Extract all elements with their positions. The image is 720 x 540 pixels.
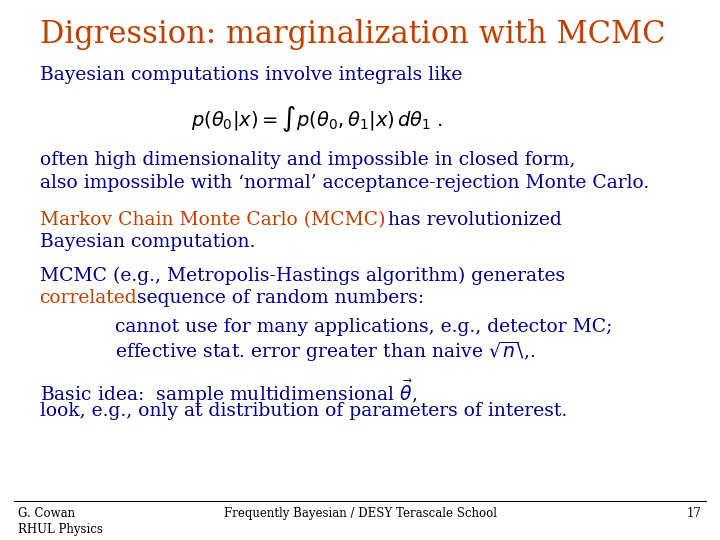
Text: often high dimensionality and impossible in closed form,: often high dimensionality and impossible… xyxy=(40,151,575,169)
Text: 17: 17 xyxy=(687,507,702,519)
Text: Frequently Bayesian / DESY Terascale School: Frequently Bayesian / DESY Terascale Sch… xyxy=(223,507,497,519)
Text: correlated: correlated xyxy=(40,289,138,307)
Text: G. Cowan
RHUL Physics: G. Cowan RHUL Physics xyxy=(18,507,103,536)
Text: Markov Chain Monte Carlo (MCMC): Markov Chain Monte Carlo (MCMC) xyxy=(40,211,385,228)
Text: effective stat. error greater than naive $\sqrt{n}$\,.: effective stat. error greater than naive… xyxy=(115,340,536,364)
Text: $p(\theta_0|x) = \int p(\theta_0, \theta_1|x)\, d\theta_1\;.$: $p(\theta_0|x) = \int p(\theta_0, \theta… xyxy=(191,104,443,133)
Text: also impossible with ‘normal’ acceptance-rejection Monte Carlo.: also impossible with ‘normal’ acceptance… xyxy=(40,174,649,192)
Text: cannot use for many applications, e.g., detector MC;: cannot use for many applications, e.g., … xyxy=(115,318,613,335)
Text: Bayesian computations involve integrals like: Bayesian computations involve integrals … xyxy=(40,66,462,84)
Text: Bayesian computation.: Bayesian computation. xyxy=(40,233,255,251)
Text: Basic idea:  sample multidimensional $\vec{\theta}$,: Basic idea: sample multidimensional $\ve… xyxy=(40,378,417,407)
Text: MCMC (e.g., Metropolis-Hastings algorithm) generates: MCMC (e.g., Metropolis-Hastings algorith… xyxy=(40,267,564,285)
Text: look, e.g., only at distribution of parameters of interest.: look, e.g., only at distribution of para… xyxy=(40,402,567,420)
Text: Digression: marginalization with MCMC: Digression: marginalization with MCMC xyxy=(40,19,665,50)
Text: sequence of random numbers:: sequence of random numbers: xyxy=(131,289,424,307)
Text: has revolutionized: has revolutionized xyxy=(382,211,562,228)
